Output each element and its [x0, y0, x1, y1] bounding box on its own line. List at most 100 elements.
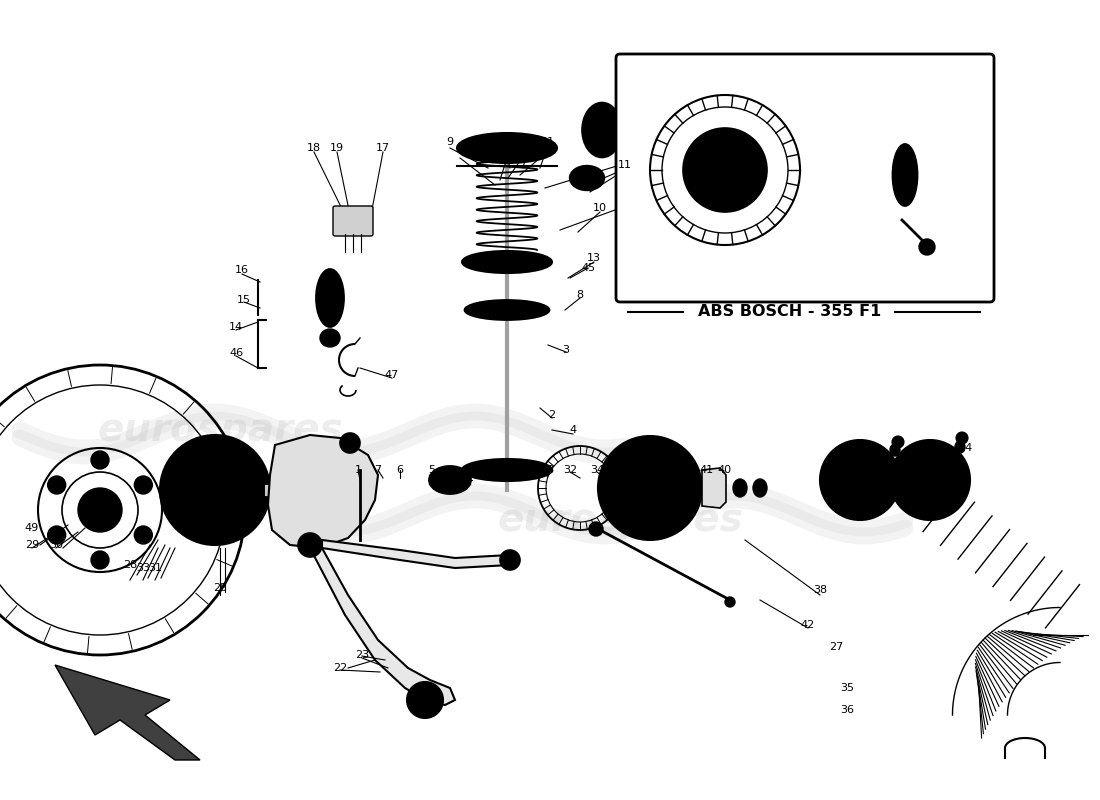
Ellipse shape: [955, 441, 965, 453]
Circle shape: [500, 550, 520, 570]
Text: 38: 38: [813, 585, 827, 595]
Circle shape: [820, 440, 900, 520]
Circle shape: [298, 533, 322, 557]
Text: 27: 27: [829, 642, 843, 652]
Circle shape: [91, 551, 109, 569]
Polygon shape: [310, 548, 455, 705]
Text: 17: 17: [376, 143, 390, 153]
Circle shape: [693, 138, 707, 152]
Text: 8: 8: [576, 290, 584, 300]
Circle shape: [91, 451, 109, 469]
Text: 35: 35: [840, 683, 854, 693]
Ellipse shape: [754, 479, 767, 497]
Text: 40: 40: [718, 465, 733, 475]
Ellipse shape: [462, 251, 552, 273]
Text: 47: 47: [385, 370, 399, 380]
Text: 14: 14: [229, 322, 243, 332]
Text: 36: 36: [840, 705, 854, 715]
Circle shape: [672, 498, 684, 510]
Circle shape: [830, 450, 890, 510]
Circle shape: [644, 514, 656, 526]
Circle shape: [672, 466, 684, 478]
Circle shape: [588, 522, 603, 536]
Circle shape: [173, 448, 257, 532]
Circle shape: [616, 466, 628, 478]
Circle shape: [340, 433, 360, 453]
Text: 9: 9: [447, 137, 453, 147]
Ellipse shape: [570, 166, 605, 190]
Text: 6: 6: [396, 465, 404, 475]
Circle shape: [160, 435, 270, 545]
Ellipse shape: [896, 154, 913, 196]
Text: eurospares: eurospares: [97, 411, 343, 449]
FancyBboxPatch shape: [616, 54, 994, 302]
Circle shape: [187, 462, 243, 518]
Text: 50: 50: [641, 465, 654, 475]
Text: 13: 13: [587, 253, 601, 263]
Text: 5: 5: [429, 465, 436, 475]
Text: 3: 3: [562, 345, 570, 355]
Circle shape: [47, 526, 66, 544]
Text: 42: 42: [801, 620, 815, 630]
Text: 15: 15: [236, 295, 251, 305]
Ellipse shape: [429, 466, 471, 494]
Text: ABS BOSCH - 355 F1: ABS BOSCH - 355 F1: [698, 305, 881, 319]
Text: 34: 34: [590, 465, 604, 475]
Text: 31: 31: [148, 563, 162, 573]
Text: 22: 22: [333, 663, 348, 673]
Text: 49: 49: [25, 523, 40, 533]
Ellipse shape: [890, 444, 900, 456]
Circle shape: [616, 498, 628, 510]
Text: 21: 21: [540, 137, 554, 147]
Circle shape: [598, 436, 702, 540]
Circle shape: [742, 138, 757, 152]
Polygon shape: [268, 435, 378, 548]
Text: 29: 29: [25, 540, 40, 550]
Text: 25: 25: [213, 583, 227, 593]
Polygon shape: [55, 665, 200, 760]
Circle shape: [47, 476, 66, 494]
Circle shape: [78, 488, 122, 532]
Text: 48: 48: [541, 465, 556, 475]
Circle shape: [890, 440, 970, 520]
Text: 2: 2: [549, 410, 556, 420]
Ellipse shape: [321, 279, 339, 317]
Text: 33: 33: [136, 563, 150, 573]
Polygon shape: [322, 540, 510, 568]
Text: 24: 24: [958, 443, 972, 453]
Ellipse shape: [464, 300, 550, 320]
Text: 11: 11: [618, 160, 632, 170]
Ellipse shape: [316, 269, 344, 327]
Circle shape: [725, 597, 735, 607]
Text: 23: 23: [355, 650, 370, 660]
Text: 41: 41: [700, 465, 714, 475]
Ellipse shape: [320, 329, 340, 347]
FancyBboxPatch shape: [333, 206, 373, 236]
Ellipse shape: [456, 133, 557, 163]
Circle shape: [693, 188, 707, 202]
Ellipse shape: [733, 479, 747, 497]
Text: 18: 18: [307, 143, 321, 153]
Circle shape: [892, 436, 904, 448]
Circle shape: [407, 682, 443, 718]
Text: 12: 12: [521, 137, 535, 147]
Text: 44: 44: [911, 443, 925, 453]
Circle shape: [644, 450, 656, 462]
Text: 28: 28: [123, 560, 138, 570]
Text: eurospares: eurospares: [497, 501, 742, 539]
Text: 4: 4: [570, 425, 576, 435]
Text: 20: 20: [498, 137, 513, 147]
Polygon shape: [702, 468, 726, 508]
Text: 37: 37: [613, 465, 627, 475]
Circle shape: [683, 128, 767, 212]
Text: 45: 45: [581, 263, 595, 273]
Ellipse shape: [582, 102, 621, 158]
Text: 10: 10: [593, 203, 607, 213]
Circle shape: [742, 188, 757, 202]
Text: 39: 39: [681, 465, 695, 475]
Text: 16: 16: [235, 265, 249, 275]
Text: 1: 1: [354, 465, 362, 475]
Text: 32: 32: [563, 465, 578, 475]
Text: 43: 43: [933, 443, 947, 453]
Circle shape: [900, 450, 960, 510]
